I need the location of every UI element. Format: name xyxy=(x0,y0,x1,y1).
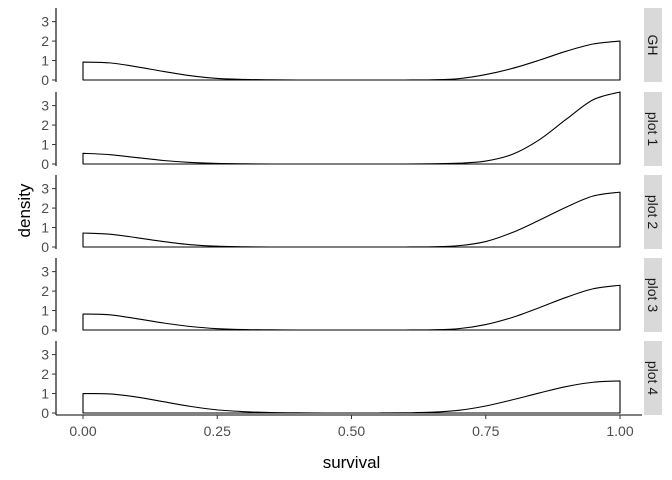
x-tick-label: 0.00 xyxy=(69,423,96,439)
x-tick-label: 0.75 xyxy=(472,423,499,439)
density-curve-plot-4 xyxy=(82,380,621,414)
facet-strip xyxy=(644,8,662,82)
facet-strip xyxy=(644,92,662,166)
y-tick-label: 3 xyxy=(41,264,49,280)
facet-strip xyxy=(644,258,662,332)
y-tick-label: 0 xyxy=(41,405,49,421)
density-curve-plot-1 xyxy=(82,91,621,165)
x-axis-title: survival xyxy=(323,453,381,472)
y-tick-label: 1 xyxy=(41,303,49,319)
y-tick-label: 1 xyxy=(41,386,49,402)
y-tick-label: 0 xyxy=(41,156,49,172)
y-tick-label: 2 xyxy=(41,283,49,299)
y-axis-title: density xyxy=(15,183,34,237)
y-tick-label: 0 xyxy=(41,72,49,88)
y-tick-label: 0 xyxy=(41,239,49,255)
facet-strip-label: plot 4 xyxy=(645,361,661,395)
y-tick-label: 2 xyxy=(41,366,49,382)
y-tick-label: 3 xyxy=(41,181,49,197)
y-tick-label: 2 xyxy=(41,33,49,49)
y-tick-label: 2 xyxy=(41,200,49,216)
y-tick-label: 3 xyxy=(41,347,49,363)
x-tick-label: 1.00 xyxy=(606,423,633,439)
density-curve-plot-3 xyxy=(82,284,621,331)
facet-strip xyxy=(644,175,662,249)
density-curve-gh xyxy=(82,40,621,81)
facet-strip-label: GH xyxy=(645,35,661,56)
facet-strip xyxy=(644,341,662,415)
y-tick-label: 1 xyxy=(41,53,49,69)
facet-strip-label: plot 3 xyxy=(645,278,661,312)
y-tick-label: 1 xyxy=(41,220,49,236)
x-tick-label: 0.25 xyxy=(204,423,231,439)
y-tick-label: 0 xyxy=(41,322,49,338)
density-curve-plot-2 xyxy=(82,191,621,248)
x-tick-label: 0.50 xyxy=(338,423,365,439)
y-tick-label: 2 xyxy=(41,117,49,133)
y-tick-label: 3 xyxy=(41,98,49,114)
y-tick-label: 1 xyxy=(41,137,49,153)
y-tick-label: 3 xyxy=(41,14,49,30)
facet-strip-label: plot 2 xyxy=(645,195,661,229)
facet-strip-label: plot 1 xyxy=(645,112,661,146)
